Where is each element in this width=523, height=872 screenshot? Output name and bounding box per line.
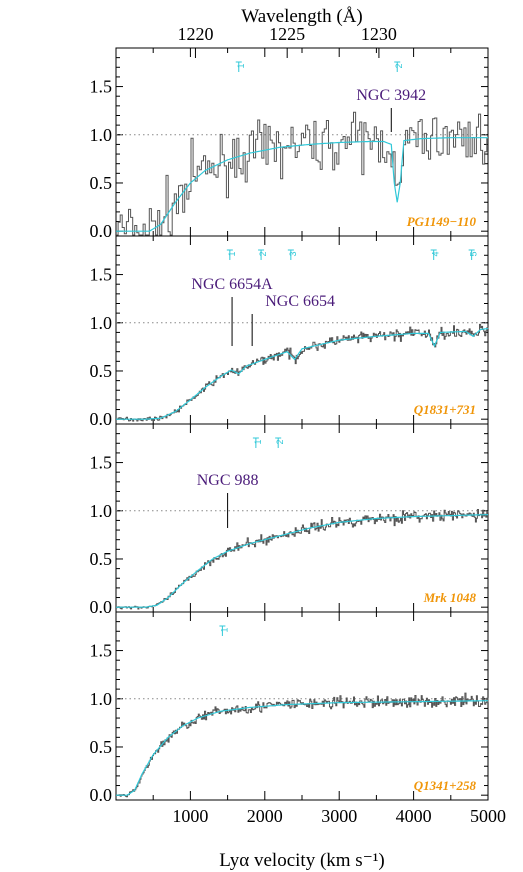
absorber-marker-label: 2 <box>394 63 404 68</box>
x-tick-label: 2000 <box>247 806 283 826</box>
y-tick-label: 1.5 <box>90 641 113 661</box>
y-tick-label: 0.5 <box>90 549 113 569</box>
quasar-label: PG1149−110 <box>407 214 477 229</box>
y-tick-label: 0.5 <box>90 737 113 757</box>
absorber-marker-label: 1 <box>227 251 237 256</box>
galaxy-label: NGC 3942 <box>356 87 426 104</box>
absorber-marker-label: 5 <box>469 251 479 256</box>
y-tick-label: 1.0 <box>90 689 113 709</box>
y-tick-label: 0.5 <box>90 173 113 193</box>
y-tick-label: 1.5 <box>90 265 113 285</box>
y-tick-label: 0.0 <box>90 597 113 617</box>
y-tick-label: 1.0 <box>90 125 113 145</box>
y-tick-label: 0.0 <box>90 785 113 805</box>
x-tick-label: 1000 <box>172 806 208 826</box>
x-tick-label: 3000 <box>321 806 357 826</box>
y-tick-label: 0.0 <box>90 221 113 241</box>
galaxy-label: NGC 988 <box>197 472 259 489</box>
y-tick-label: 1.5 <box>90 77 113 97</box>
x-tick-label: 5000 <box>470 806 506 826</box>
absorber-marker-label: 4 <box>431 251 441 256</box>
absorber-marker-label: 2 <box>258 251 268 256</box>
top-axis-tick-label: 1225 <box>269 24 305 44</box>
model-fit <box>116 137 488 232</box>
top-axis-tick-label: 1230 <box>361 24 397 44</box>
y-tick-label: 1.0 <box>90 313 113 333</box>
y-tick-label: 1.0 <box>90 501 113 521</box>
x-axis-title: Lyα velocity (km s⁻¹) <box>219 850 385 871</box>
observed-spectrum <box>116 323 489 422</box>
model-fit <box>116 514 488 608</box>
absorber-marker-label: 1 <box>236 63 246 68</box>
quasar-label: Mrk 1048 <box>423 590 477 605</box>
model-fit <box>116 328 489 420</box>
absorber-marker-label: 1 <box>219 627 229 632</box>
galaxy-label: NGC 6654A <box>191 276 273 293</box>
y-tick-label: 0.5 <box>90 361 113 381</box>
x-tick-label: 4000 <box>396 806 432 826</box>
observed-spectrum <box>116 509 489 610</box>
model-fit <box>116 700 488 796</box>
y-tick-label: 0.0 <box>90 409 113 429</box>
top-axis-tick-label: 1220 <box>177 24 213 44</box>
absorber-marker-label: 2 <box>275 439 285 444</box>
panel-frame <box>115 235 489 425</box>
quasar-label: Q1341+258 <box>414 778 477 793</box>
y-tick-label: 1.5 <box>90 453 113 473</box>
absorber-marker-label: 3 <box>288 251 298 256</box>
galaxy-label: NGC 6654 <box>265 293 335 310</box>
observed-spectrum <box>116 111 488 236</box>
top-axis-title: Wavelength (Å) <box>241 6 362 27</box>
absorber-marker-label: 1 <box>253 439 263 444</box>
quasar-label: Q1831+731 <box>414 402 476 417</box>
